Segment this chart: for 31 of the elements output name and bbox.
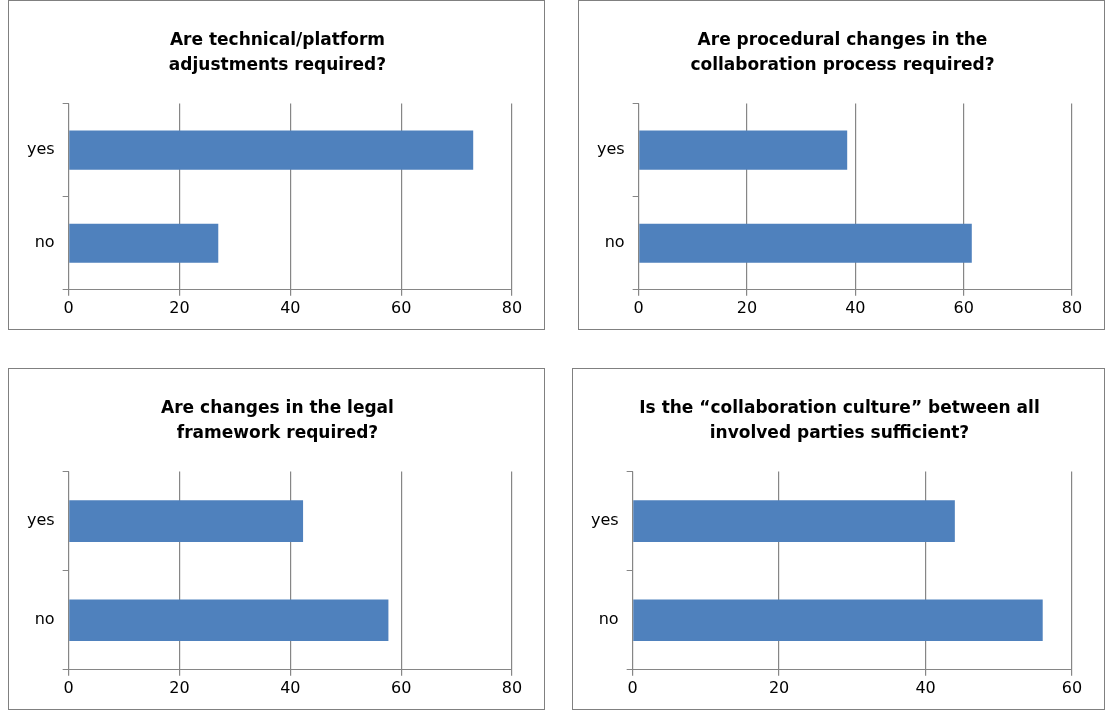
x-tick-label: 40 — [845, 297, 866, 317]
y-tick-label: no — [34, 609, 55, 629]
x-tick-label: 20 — [169, 677, 190, 697]
x-tick-label: 20 — [768, 677, 790, 697]
y-tick-label: yes — [26, 510, 55, 530]
x-tick-label: 80 — [501, 297, 523, 317]
y-tick-label: yes — [590, 510, 619, 530]
x-tick-label: 40 — [280, 677, 301, 697]
x-tick-label: 60 — [1061, 677, 1083, 697]
x-tick-label: 40 — [915, 677, 936, 697]
x-tick-label: 20 — [736, 297, 758, 317]
chart-title: Is the “collaboration culture” between all involved parties sufficient? — [638, 396, 1041, 444]
x-tick-label: 80 — [501, 677, 523, 697]
y-tick-label: yes — [26, 139, 55, 159]
x-tick-label: 0 — [63, 677, 74, 697]
y-tick-label: no — [604, 232, 625, 252]
x-tick-label: 80 — [1061, 297, 1083, 317]
chart-title: Are changes in the legal framework required? — [160, 396, 395, 444]
chart-title: Are technical/platform adjustments required? — [167, 28, 388, 76]
x-tick-label: 60 — [390, 677, 412, 697]
x-tick-label: 40 — [280, 297, 301, 317]
y-tick-label: yes — [596, 139, 625, 159]
y-tick-label: no — [34, 232, 55, 252]
x-tick-label: 0 — [63, 297, 74, 317]
x-tick-label: 0 — [627, 677, 638, 697]
x-tick-label: 20 — [169, 297, 190, 317]
x-tick-label: 60 — [953, 297, 974, 317]
chart-title: Are procedural changes in the collaboration process required? — [689, 28, 996, 76]
x-tick-label: 0 — [633, 297, 644, 317]
y-tick-label: no — [598, 609, 619, 629]
x-tick-label: 60 — [390, 297, 412, 317]
